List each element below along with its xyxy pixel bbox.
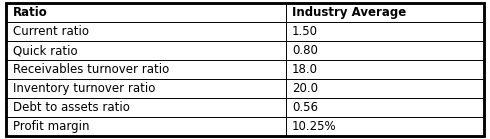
Text: 0.80: 0.80 — [292, 44, 318, 57]
Text: Profit margin: Profit margin — [13, 120, 89, 133]
Text: Quick ratio: Quick ratio — [13, 44, 77, 57]
Text: Industry Average: Industry Average — [292, 6, 406, 19]
Text: Debt to assets ratio: Debt to assets ratio — [13, 101, 130, 114]
Text: Ratio: Ratio — [13, 6, 48, 19]
Text: 18.0: 18.0 — [292, 63, 318, 76]
Text: 0.56: 0.56 — [292, 101, 318, 114]
Text: Receivables turnover ratio: Receivables turnover ratio — [13, 63, 169, 76]
Text: Current ratio: Current ratio — [13, 25, 89, 38]
Text: 20.0: 20.0 — [292, 82, 318, 95]
Text: 1.50: 1.50 — [292, 25, 318, 38]
Text: 10.25%: 10.25% — [292, 120, 337, 133]
Text: Inventory turnover ratio: Inventory turnover ratio — [13, 82, 155, 95]
